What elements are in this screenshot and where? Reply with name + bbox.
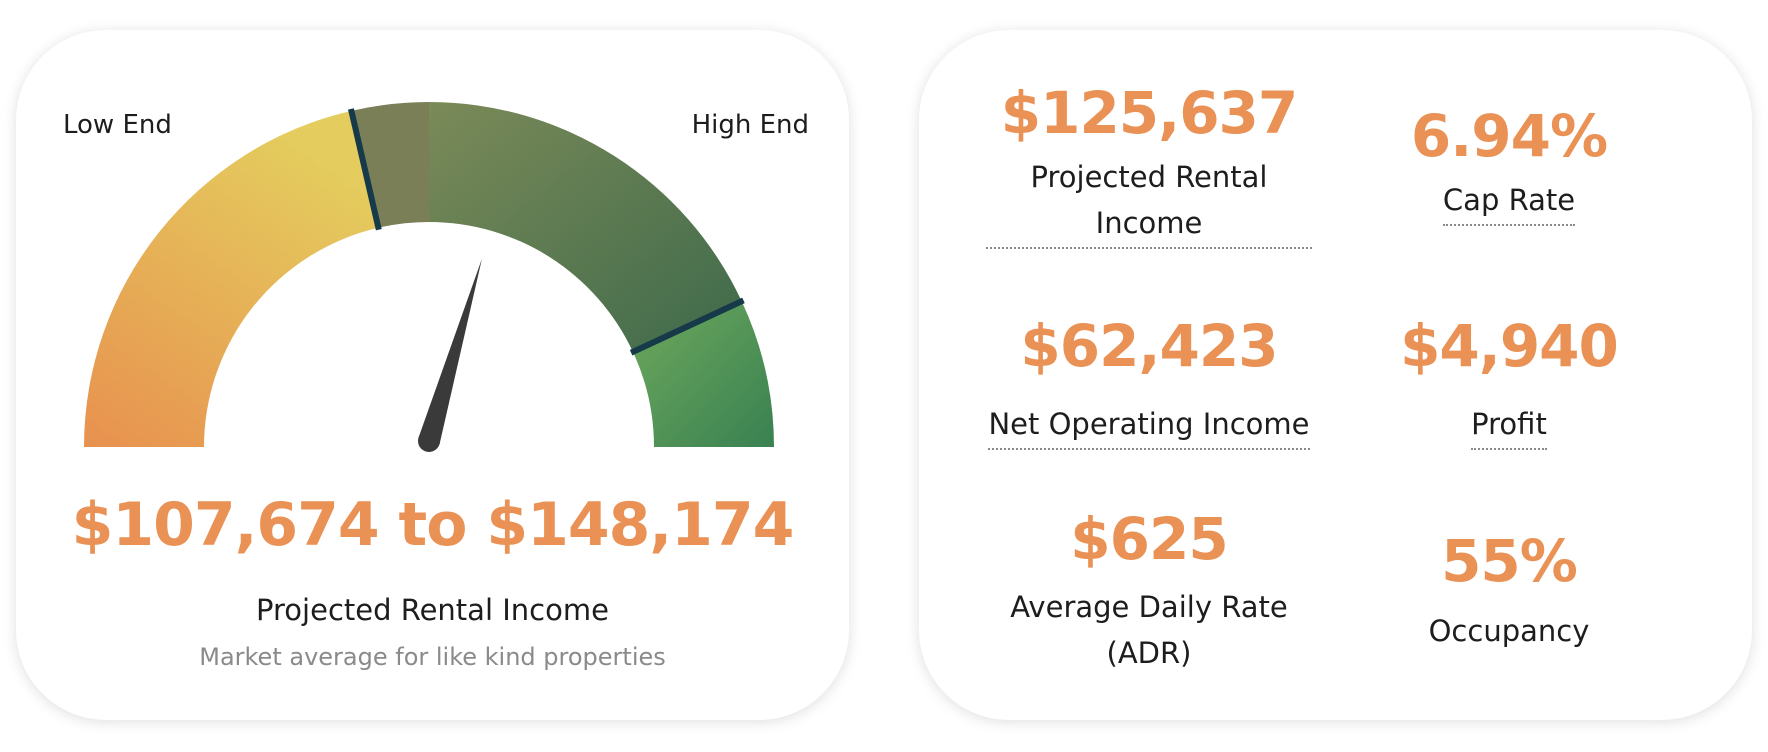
stat-profit: $4,940 Profit (1359, 312, 1659, 450)
income-gauge (84, 102, 774, 452)
stat-label[interactable]: Profit (1471, 401, 1547, 450)
stat-projected-rental-income: $125,637 Projected Rental Income (979, 79, 1319, 249)
stat-average-daily-rate: $625 Average Daily Rate (ADR) (979, 505, 1319, 676)
gauge-needle (418, 258, 483, 445)
stat-value: 6.94% (1410, 102, 1608, 170)
stat-label[interactable]: Cap Rate (1442, 177, 1576, 226)
income-range-title: Projected Rental Income (256, 593, 609, 627)
stat-label: Average Daily Rate (ADR) (1010, 589, 1288, 670)
income-gauge-card: Low End High End $107,674 to $148,174 Pr… (16, 30, 849, 720)
stat-occupancy: 55% Occupancy (1359, 527, 1659, 654)
stat-value: $62,423 (1020, 312, 1278, 380)
stat-value: 55% (1441, 527, 1578, 595)
high-end-label: High End (691, 110, 809, 140)
stat-label: Occupancy (1428, 613, 1590, 648)
gauge-transition-band (351, 102, 429, 228)
stat-label[interactable]: Projected Rental Income (986, 154, 1312, 249)
stat-label[interactable]: Net Operating Income (988, 401, 1310, 450)
stats-card: $125,637 Projected Rental Income 6.94% C… (919, 30, 1752, 720)
gauge-needle-hub (418, 430, 440, 452)
stat-value: $125,637 (1000, 79, 1299, 147)
low-end-label: Low End (63, 110, 172, 140)
income-range-value: $107,674 to $148,174 (71, 490, 795, 560)
stat-value: $4,940 (1400, 312, 1619, 380)
gauge-low-band (84, 110, 379, 447)
gauge-low-divider (348, 108, 382, 231)
gauge-mid-band (429, 102, 742, 352)
stat-value: $625 (1070, 505, 1228, 573)
gauge-high-divider (629, 297, 745, 356)
stat-cap-rate: 6.94% Cap Rate (1359, 102, 1659, 226)
stat-net-operating-income: $62,423 Net Operating Income (959, 312, 1339, 450)
income-range-subtitle: Market average for like kind properties (199, 643, 666, 671)
